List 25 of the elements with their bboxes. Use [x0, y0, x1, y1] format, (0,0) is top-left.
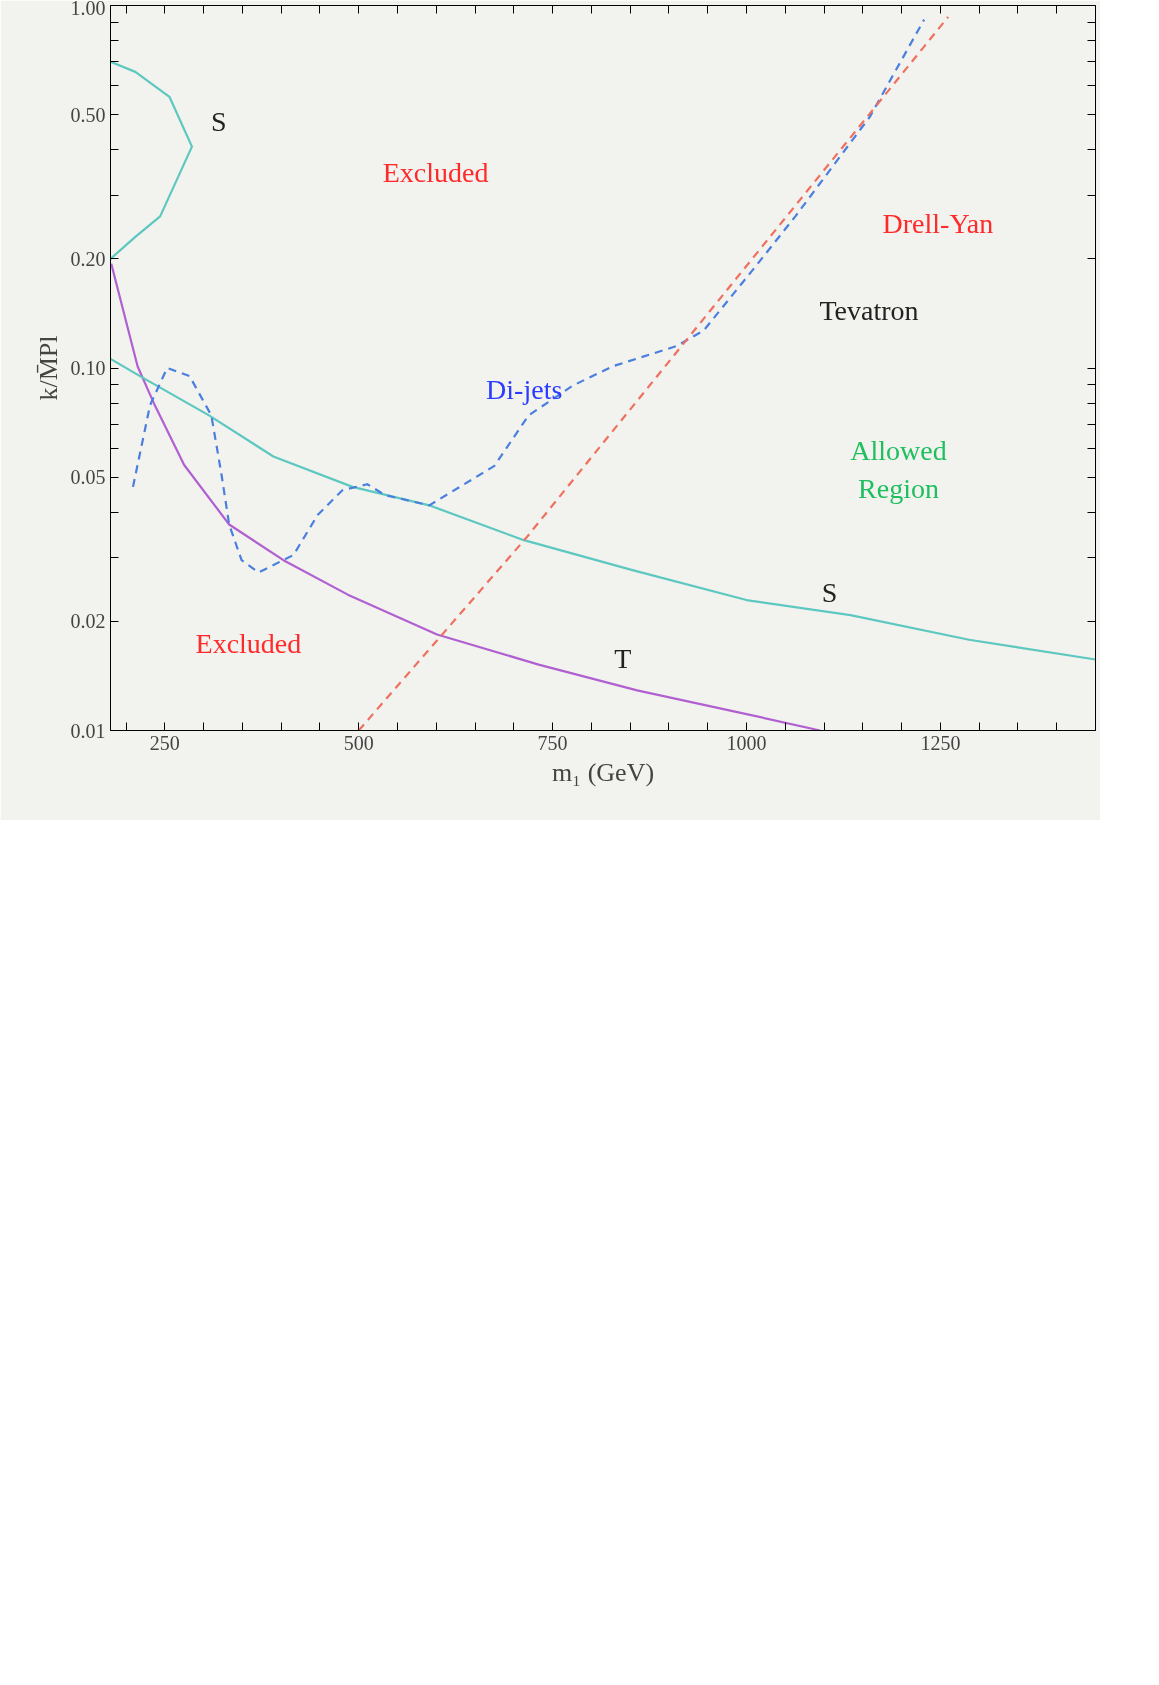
- annotation: Excluded: [382, 156, 489, 188]
- x-tick-label: 500: [343, 731, 374, 754]
- annotation: Tevatron: [819, 294, 919, 326]
- annotation: Di-jets: [486, 374, 563, 406]
- y-axis-title: k/M̄Pl: [33, 335, 63, 401]
- annotation: Drell-Yan: [882, 207, 994, 239]
- line-series: [110, 262, 822, 731]
- annotation: Excluded: [195, 628, 302, 659]
- x-tick-label: 1250: [920, 731, 961, 754]
- annotation: S: [821, 577, 838, 609]
- y-tick-label: 0.05: [70, 466, 106, 489]
- x-tick-label: 750: [537, 731, 568, 754]
- y-tick-label: 0.01: [70, 719, 106, 742]
- x-tick-label: 1000: [726, 731, 767, 754]
- y-tick-label: 0.10: [70, 357, 106, 379]
- y-tick-label: 1.00: [70, 0, 106, 19]
- x-axis-title: m₁ (GeV): [551, 757, 655, 787]
- annotation: S: [211, 106, 227, 137]
- y-tick-label: 0.02: [70, 610, 106, 633]
- y-tick-label: 0.20: [70, 247, 106, 270]
- annotation: T: [614, 642, 632, 674]
- y-tick-label: 0.50: [70, 103, 106, 126]
- x-tick-label: 250: [149, 731, 180, 754]
- annotation: Allowed Region: [850, 435, 947, 504]
- line-series: [110, 60, 194, 260]
